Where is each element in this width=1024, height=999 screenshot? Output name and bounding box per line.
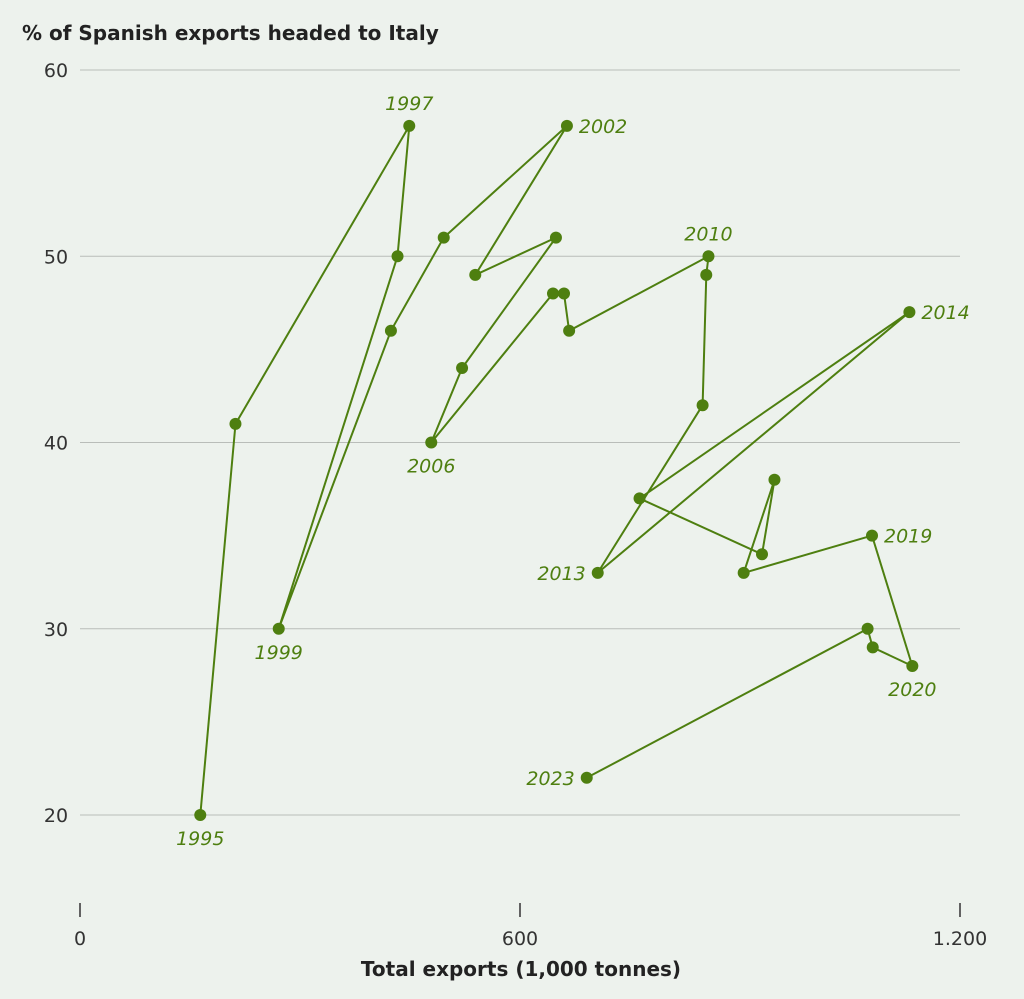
year-label-2019: 2019 [884,526,932,548]
gridlines [80,69,960,816]
year-label-2010: 2010 [684,223,732,245]
data-point-1998 [391,250,404,263]
data-point-2007 [547,287,559,300]
y-tick-label: 60 [44,60,68,82]
y-tick-label: 40 [44,433,68,455]
series-line [199,125,914,816]
data-point-1996 [229,417,242,430]
data-point-2023 [580,771,593,784]
data-point-2011 [700,268,713,281]
data-point-1997 [403,119,416,132]
year-label-1995: 1995 [176,828,224,850]
x-axis: 0 600 1.200 [74,903,987,950]
x-tick-label: 600 [502,928,538,950]
data-point-2022 [861,622,874,635]
year-labels: 1995 1997 1999 2002 2006 2010 2013 2014 2019 2020… [176,93,970,850]
year-label-2023: 2023 [526,768,574,790]
year-label-1997: 1997 [385,93,433,115]
data-point-2010 [702,250,715,263]
connecting-line [199,125,914,816]
y-tick-label: 30 [44,619,68,641]
x-tick-label: 0 [74,928,86,950]
data-point-2017 [768,473,781,486]
year-label-2002: 2002 [579,116,627,138]
y-tick-label: 50 [44,246,68,268]
data-point-2006 [425,436,438,449]
data-point-2021 [866,641,879,654]
x-tick-label: 1.200 [933,928,987,950]
data-point-2000 [384,324,397,337]
data-point-1995 [194,809,207,821]
data-point-2013 [591,566,604,579]
data-point-2005 [456,362,469,374]
data-point-2020 [906,660,919,672]
data-point-2014 [903,306,916,319]
data-point-2009 [563,324,576,337]
y-tick-label: 20 [44,805,68,827]
data-point-2008 [558,287,570,300]
year-label-2014: 2014 [921,302,969,324]
y-axis-title: % of Spanish exports headed to Italy [22,21,439,45]
data-point-2002 [560,119,573,132]
data-point-2003 [469,268,482,281]
year-label-2006: 2006 [407,456,455,478]
data-point-2004 [549,231,562,244]
year-label-1999: 1999 [255,642,303,664]
data-point-2016 [756,548,768,561]
x-axis-title: Total exports (1,000 tonnes) [361,957,681,981]
data-point-2019 [866,529,878,542]
data-point-2012 [696,399,709,412]
year-label-2013: 2013 [537,563,585,585]
data-point-2015 [633,492,646,505]
data-point-2018 [737,566,750,579]
year-label-2020: 2020 [888,679,936,701]
data-point-1999 [272,622,285,635]
data-point-2001 [437,231,450,244]
data-points [194,119,919,821]
y-axis-ticks: 20 30 40 50 60 [44,60,68,827]
